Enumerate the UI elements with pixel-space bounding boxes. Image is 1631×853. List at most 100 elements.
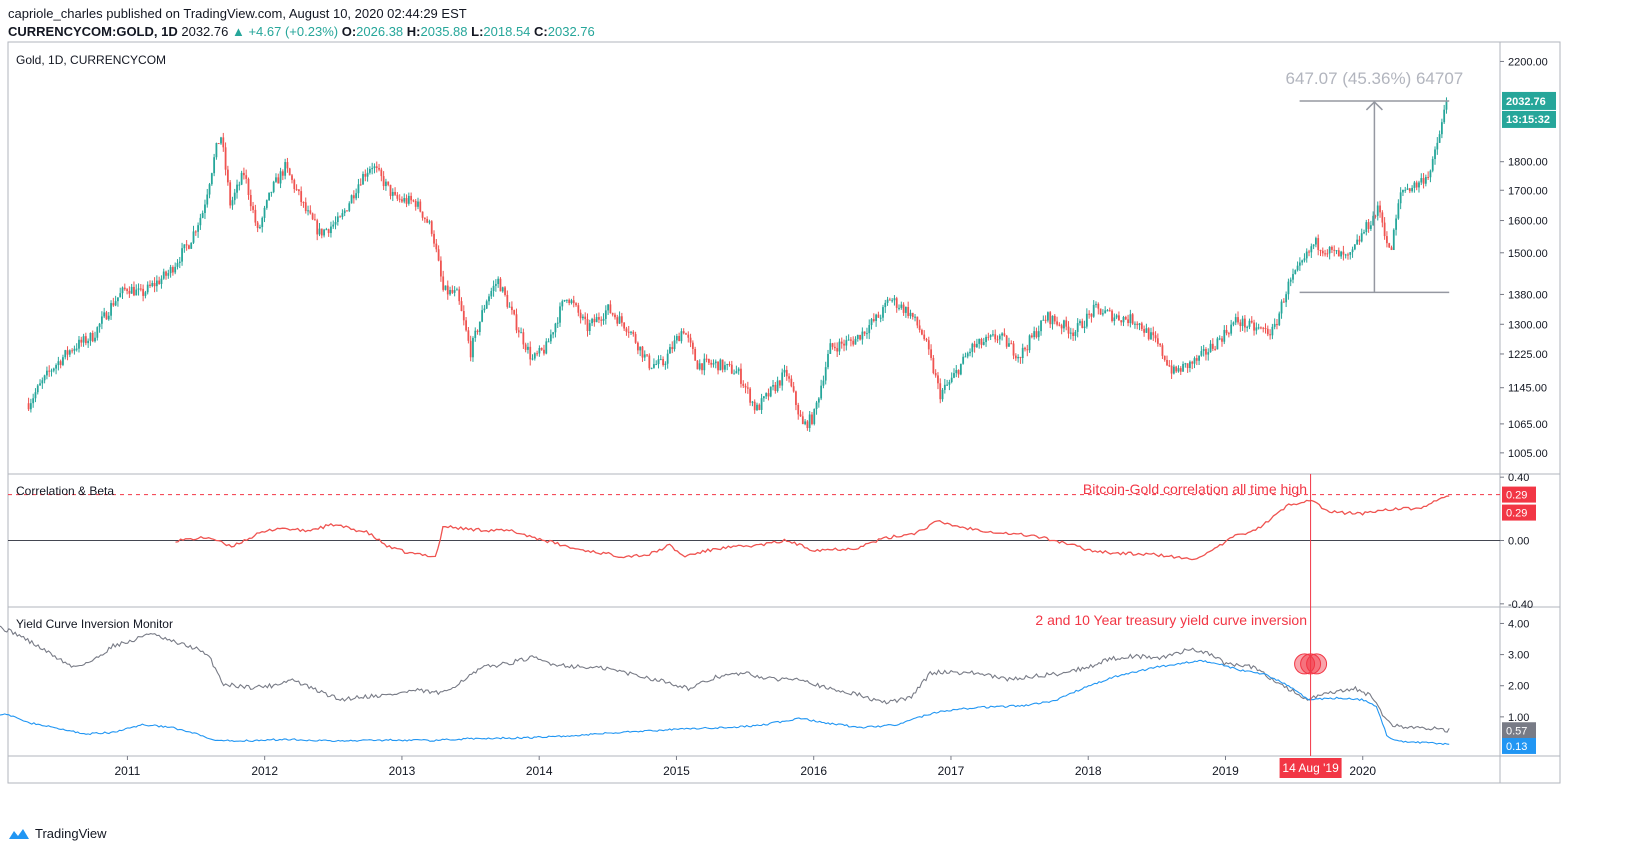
candle-body: [964, 356, 967, 358]
candle-body: [1418, 182, 1420, 188]
candle-body: [614, 314, 616, 318]
candle-body: [966, 353, 969, 357]
candle-body: [1351, 249, 1354, 253]
y-tick-label: 1500.00: [1508, 248, 1548, 260]
close-value: 2032.76: [547, 24, 595, 39]
candle-body: [398, 198, 401, 200]
candle-body: [295, 189, 298, 191]
candle-body: [779, 380, 781, 386]
candle-body: [59, 361, 62, 365]
candle-body: [1189, 361, 1191, 369]
candle-body: [300, 191, 303, 203]
candle-body: [671, 347, 674, 350]
candle-body: [1200, 351, 1203, 356]
candle-body: [229, 182, 232, 206]
symbol-label[interactable]: CURRENCYCOM:GOLD, 1D: [8, 24, 178, 39]
candle-body: [861, 331, 864, 340]
candle-body: [1056, 321, 1058, 325]
candle-body: [655, 364, 658, 366]
candle-body: [123, 287, 126, 290]
candle-body: [481, 310, 484, 322]
candle-body: [1124, 316, 1127, 320]
candle-body: [1388, 243, 1391, 248]
candle-body: [458, 289, 461, 302]
candle-body: [1298, 262, 1301, 266]
candle-body: [1090, 313, 1093, 317]
candle-body: [870, 319, 873, 326]
candle-body: [405, 198, 408, 204]
candle-body: [460, 301, 463, 311]
change-text: +4.67 (+0.23%): [248, 24, 339, 39]
candle-body: [265, 200, 268, 208]
candle-body: [813, 408, 816, 424]
high-label: H:: [406, 24, 421, 39]
publisher-line: capriole_charles published on TradingVie…: [8, 6, 467, 21]
candle-body: [760, 398, 763, 410]
candle-body: [1413, 182, 1416, 188]
candle-body: [1445, 100, 1448, 110]
candle-body: [1168, 365, 1171, 367]
candle-body: [41, 380, 44, 384]
candle-body: [64, 350, 67, 358]
candle-body: [378, 168, 380, 170]
candle-body: [609, 304, 612, 314]
candle-body: [29, 403, 32, 410]
candle-body: [442, 276, 445, 290]
yield-2y-badge: [1502, 737, 1536, 754]
candle-body: [927, 340, 930, 350]
candle-body: [511, 306, 513, 311]
candle-body: [641, 346, 644, 358]
candle-body: [703, 358, 706, 371]
candle-body: [891, 300, 894, 302]
candle-body: [165, 271, 167, 276]
x-tick-label: 2019: [1212, 764, 1239, 778]
measure-label: 647.07 (45.36%) 64707: [1286, 69, 1464, 88]
candle-body: [423, 217, 426, 220]
high-value: 2035.88: [420, 24, 468, 39]
candle-body: [998, 335, 1001, 340]
footer-brand[interactable]: TradingView: [8, 826, 107, 841]
candle-body: [1340, 251, 1343, 257]
candle-body: [632, 331, 635, 335]
candle-body: [1159, 343, 1162, 346]
candle-body: [36, 385, 39, 393]
candle-body: [385, 181, 387, 187]
last-price: 2032.76: [181, 24, 229, 39]
candle-body: [856, 334, 859, 339]
candle-body: [559, 306, 561, 323]
candle-body: [975, 343, 978, 348]
candle-body: [133, 286, 135, 296]
candle-body: [1363, 232, 1365, 234]
candle-body: [788, 376, 790, 379]
candle-body: [82, 336, 85, 343]
candle-body: [701, 363, 703, 371]
candle-body: [675, 336, 678, 341]
candle-body: [1349, 252, 1352, 255]
open-label: O:: [341, 24, 357, 39]
x-tick-label: 2018: [1075, 764, 1102, 778]
candle-body: [222, 137, 225, 148]
candle-body: [1037, 331, 1040, 338]
candle-body: [497, 278, 500, 285]
candle-body: [167, 273, 170, 276]
candle-body: [930, 349, 932, 358]
candle-body: [1198, 355, 1200, 361]
candle-body: [1248, 320, 1251, 327]
correlation-annotation: Bitcoin-Gold correlation all time high: [1083, 481, 1307, 497]
candle-body: [1058, 324, 1061, 326]
candle-body: [94, 337, 96, 342]
x-tick-label: 2014: [526, 764, 553, 778]
x-tick-label: 2016: [800, 764, 827, 778]
candle-body: [1443, 109, 1446, 123]
candle-body: [948, 382, 951, 385]
candle-body: [728, 363, 731, 365]
candle-body: [836, 348, 839, 352]
candle-body: [1202, 348, 1205, 352]
candle-body: [785, 369, 788, 377]
candle-body: [1216, 338, 1219, 350]
candle-body: [39, 383, 41, 386]
candle-body: [1328, 246, 1331, 254]
y-tick-label: 1065.00: [1508, 419, 1548, 431]
candle-body: [1232, 322, 1235, 325]
